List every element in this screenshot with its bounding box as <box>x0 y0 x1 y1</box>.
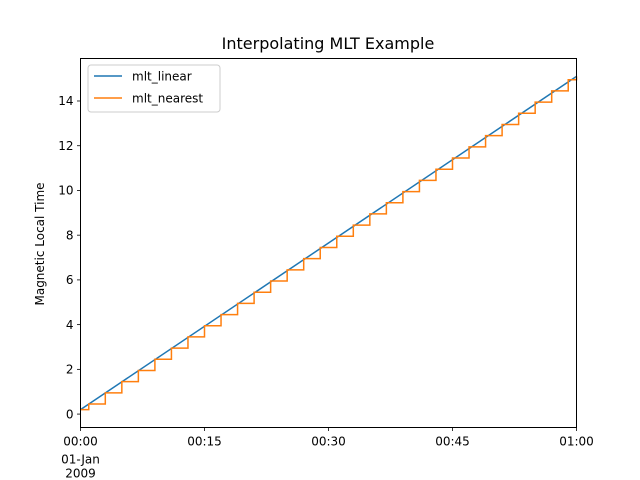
y-tick-label: 10 <box>58 184 73 198</box>
x-tick-sublabel: 2009 <box>65 467 96 480</box>
y-axis-ticks: 0 2 4 6 8 10 12 14 <box>58 94 81 421</box>
y-tick-label: 6 <box>66 273 74 287</box>
x-tick-label: 00:45 <box>435 435 470 449</box>
x-tick-label: 01:00 <box>559 435 594 449</box>
y-axis-label: Magnetic Local Time <box>33 182 47 305</box>
chart-title: Interpolating MLT Example <box>222 34 435 53</box>
legend-label-mlt-linear: mlt_linear <box>132 70 192 84</box>
series-line-mlt-linear <box>80 75 577 411</box>
y-tick-label: 12 <box>58 139 73 153</box>
x-tick-label: 00:15 <box>187 435 222 449</box>
x-tick-label: 00:00 <box>63 435 98 449</box>
x-tick-label: 00:30 <box>311 435 346 449</box>
y-tick-label: 0 <box>66 407 74 421</box>
x-tick-sublabel: 01-Jan <box>61 453 100 467</box>
y-tick-label: 4 <box>66 318 74 332</box>
y-tick-label: 14 <box>58 94 73 108</box>
y-tick-label: 2 <box>66 363 74 377</box>
series-line-mlt-nearest <box>80 76 578 411</box>
series-layer <box>80 75 578 411</box>
legend: mlt_linear mlt_nearest <box>87 64 221 113</box>
y-tick-label: 8 <box>66 228 74 242</box>
legend-label-mlt-nearest: mlt_nearest <box>132 92 203 106</box>
